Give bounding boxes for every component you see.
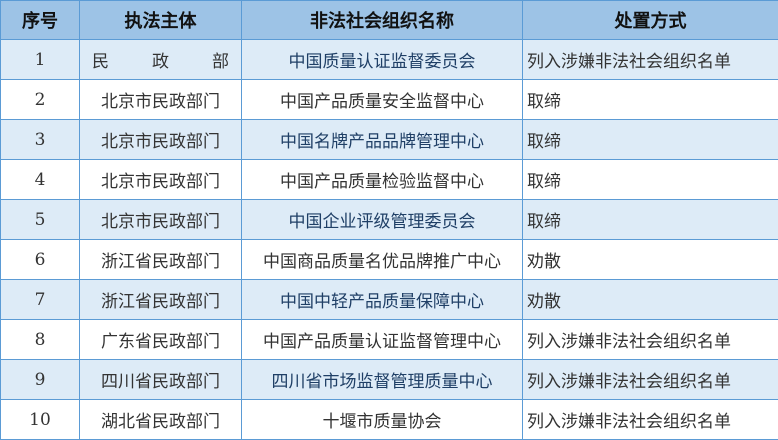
row-index: 9 xyxy=(1,360,80,400)
header-index: 序号 xyxy=(1,1,80,40)
row-index: 6 xyxy=(1,240,80,280)
row-action: 列入涉嫌非法社会组织名单 xyxy=(523,40,778,80)
row-index: 8 xyxy=(1,320,80,360)
row-action: 列入涉嫌非法社会组织名单 xyxy=(523,400,778,440)
row-action: 取缔 xyxy=(523,160,778,200)
row-authority: 四川省民政部门 xyxy=(80,360,242,400)
row-action: 劝散 xyxy=(523,240,778,280)
row-organization: 中国企业评级管理委员会 xyxy=(242,200,523,240)
row-authority: 北京市民政部门 xyxy=(80,200,242,240)
row-action: 列入涉嫌非法社会组织名单 xyxy=(523,360,778,400)
row-action: 取缔 xyxy=(523,200,778,240)
row-authority: 北京市民政部门 xyxy=(80,160,242,200)
row-organization: 中国质量认证监督委员会 xyxy=(242,40,523,80)
row-organization: 中国产品质量安全监督中心 xyxy=(242,80,523,120)
row-index: 2 xyxy=(1,80,80,120)
row-organization: 中国产品质量认证监督管理中心 xyxy=(242,320,523,360)
row-index: 3 xyxy=(1,120,80,160)
row-organization: 中国中轻产品质量保障中心 xyxy=(242,280,523,320)
row-action: 劝散 xyxy=(523,280,778,320)
row-authority: 浙江省民政部门 xyxy=(80,280,242,320)
row-action: 取缔 xyxy=(523,120,778,160)
row-index: 7 xyxy=(1,280,80,320)
row-authority: 北京市民政部门 xyxy=(80,120,242,160)
row-index: 10 xyxy=(1,400,80,440)
row-organization: 中国名牌产品品牌管理中心 xyxy=(242,120,523,160)
row-organization: 十堰市质量协会 xyxy=(242,400,523,440)
row-authority: 广东省民政部门 xyxy=(80,320,242,360)
row-index: 1 xyxy=(1,40,80,80)
row-organization: 中国产品质量检验监督中心 xyxy=(242,160,523,200)
row-action: 取缔 xyxy=(523,80,778,120)
row-index: 5 xyxy=(1,200,80,240)
row-authority: 民政部 xyxy=(80,40,242,80)
row-index: 4 xyxy=(1,160,80,200)
row-action: 列入涉嫌非法社会组织名单 xyxy=(523,320,778,360)
row-authority: 湖北省民政部门 xyxy=(80,400,242,440)
header-organization: 非法社会组织名称 xyxy=(242,1,523,40)
row-organization: 中国商品质量名优品牌推广中心 xyxy=(242,240,523,280)
row-organization: 四川省市场监督管理质量中心 xyxy=(242,360,523,400)
row-authority: 浙江省民政部门 xyxy=(80,240,242,280)
header-action: 处置方式 xyxy=(523,1,778,40)
header-authority: 执法主体 xyxy=(80,1,242,40)
row-authority: 北京市民政部门 xyxy=(80,80,242,120)
header-row: 序号 执法主体 非法社会组织名称 处置方式 xyxy=(1,1,778,40)
